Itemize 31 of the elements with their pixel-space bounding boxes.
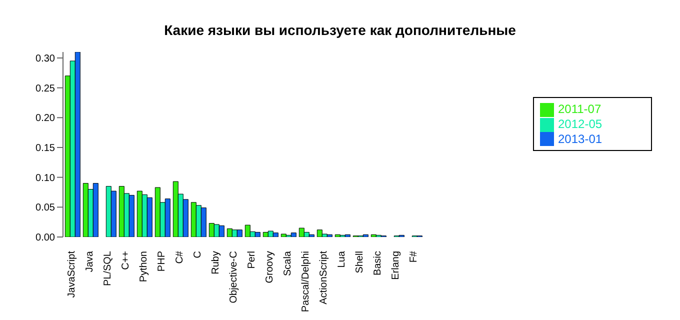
x-tick-label: Java: [84, 250, 96, 272]
x-tick-label: Pascal/Delphi: [300, 251, 312, 312]
legend-label: 2011-07: [558, 102, 602, 116]
x-tick-label: Basic: [372, 251, 384, 276]
x-tick-label: JavaScript: [66, 250, 78, 298]
x-tick-label: Shell: [354, 251, 366, 274]
x-tick-label: Python: [138, 251, 150, 282]
x-tick-label: C++: [120, 250, 132, 270]
legend-label: 2012-05: [558, 116, 602, 131]
x-tick-label: F#: [408, 250, 420, 263]
y-tick-label: 0.00: [36, 232, 56, 244]
x-tick-label: Scala: [282, 250, 294, 276]
x-tick-label: PHP: [156, 250, 168, 272]
y-tick-label: 0.25: [36, 83, 56, 94]
x-tick-label: Perl: [246, 251, 258, 269]
x-tick-label: Ruby: [210, 251, 222, 274]
y-tick-label: 0.30: [36, 54, 56, 65]
x-tick-label: PL/SQL: [102, 250, 114, 286]
x-tick-label: C#: [174, 250, 186, 264]
x-tick-label: ActionScript: [318, 250, 330, 304]
y-tick-label: 0.05: [36, 202, 56, 214]
legend-label: 2013-01: [558, 132, 602, 146]
x-tick-label: Groovy: [264, 251, 276, 284]
x-tick-label: Lua: [336, 250, 348, 268]
x-tick-label: Erlang: [390, 251, 402, 280]
chart-title: Какие языки вы используете как дополнительные: [163, 21, 517, 40]
x-tick-label: C: [192, 251, 204, 258]
y-tick-label: 0.15: [36, 143, 56, 154]
x-tick-label: Objective-C: [228, 251, 240, 304]
y-tick-label: 0.20: [36, 113, 56, 124]
y-tick-label: 0.10: [36, 172, 56, 184]
